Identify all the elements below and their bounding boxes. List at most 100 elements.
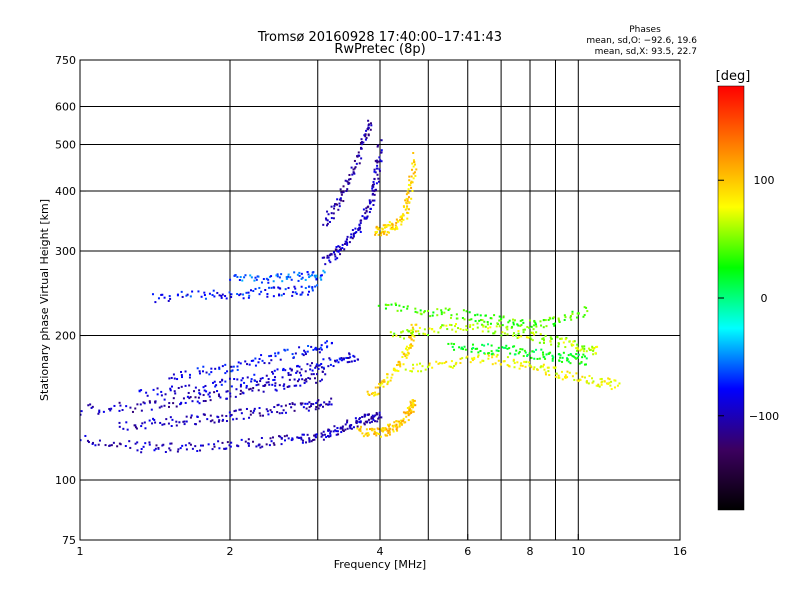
data-point [380,381,383,384]
data-point [177,387,180,390]
data-point [532,368,535,371]
data-point [304,278,307,281]
data-point [545,353,548,356]
data-point [286,277,289,280]
data-point [416,363,419,366]
data-point [235,417,238,420]
data-point [175,420,178,423]
data-point [402,352,405,355]
data-point [394,224,397,227]
data-point [389,224,392,227]
data-point [557,345,560,348]
data-point [601,380,604,383]
data-point [581,375,584,378]
data-point [511,325,514,328]
data-point [298,378,301,381]
data-point [580,360,583,363]
data-point [176,450,179,453]
data-point [339,248,342,251]
data-point [332,430,335,433]
data-point [308,437,311,440]
data-point [367,123,370,126]
data-point [384,427,387,430]
data-point [362,208,365,211]
data-point [583,363,586,366]
data-point [377,386,380,389]
data-point [477,355,480,358]
data-point [280,437,283,440]
data-point [411,399,414,402]
data-point [245,407,248,410]
data-point [408,175,411,178]
data-point [110,444,113,447]
data-point [160,293,163,296]
data-point [330,403,333,406]
data-point [494,362,497,365]
data-point [296,273,299,276]
data-point [437,362,440,365]
data-point [399,335,402,338]
data-point [374,188,377,191]
data-point [198,370,201,373]
data-point [320,278,323,281]
data-point [204,384,207,387]
data-point [326,219,329,222]
data-point [491,356,494,359]
data-point [229,392,232,395]
data-point [185,420,188,423]
data-point [246,363,249,366]
data-point [242,293,245,296]
data-point [321,370,324,373]
data-point [339,358,342,361]
data-point [410,338,413,341]
data-point [423,310,426,313]
data-point [376,432,379,435]
data-point [387,423,390,426]
data-point [517,330,520,333]
data-point [249,410,252,413]
data-point [449,316,452,319]
data-point [183,420,186,423]
data-point [281,280,284,283]
data-point [236,444,239,447]
data-point [199,449,202,452]
data-point [320,274,323,277]
y-tick-label: 300 [55,245,76,258]
data-point [225,420,228,423]
data-point [553,367,556,370]
data-point [89,403,92,406]
data-point [437,331,440,334]
data-point [373,168,376,171]
data-point [375,434,378,437]
data-point [140,389,143,392]
data-point [380,149,383,152]
data-point [311,362,314,365]
data-point [474,347,477,350]
data-point [365,428,368,431]
data-point [320,366,323,369]
data-point [528,319,531,322]
data-point [507,364,510,367]
data-point [198,420,201,423]
data-point [465,325,468,328]
data-point [293,285,296,288]
data-point [310,402,313,405]
data-point [345,356,348,359]
data-point [203,389,206,392]
data-point [125,405,128,408]
data-point [202,400,205,403]
data-point [205,390,208,393]
data-point [540,348,543,351]
x-tick-label: 6 [464,545,471,558]
data-point [293,409,296,412]
data-point [407,183,410,186]
data-point [410,175,413,178]
data-point [508,347,511,350]
x-tick-label: 10 [571,545,585,558]
data-point [293,271,296,274]
data-point [368,202,371,205]
data-point [351,237,354,240]
data-point [276,368,279,371]
data-point [393,228,396,231]
data-point [153,418,156,421]
